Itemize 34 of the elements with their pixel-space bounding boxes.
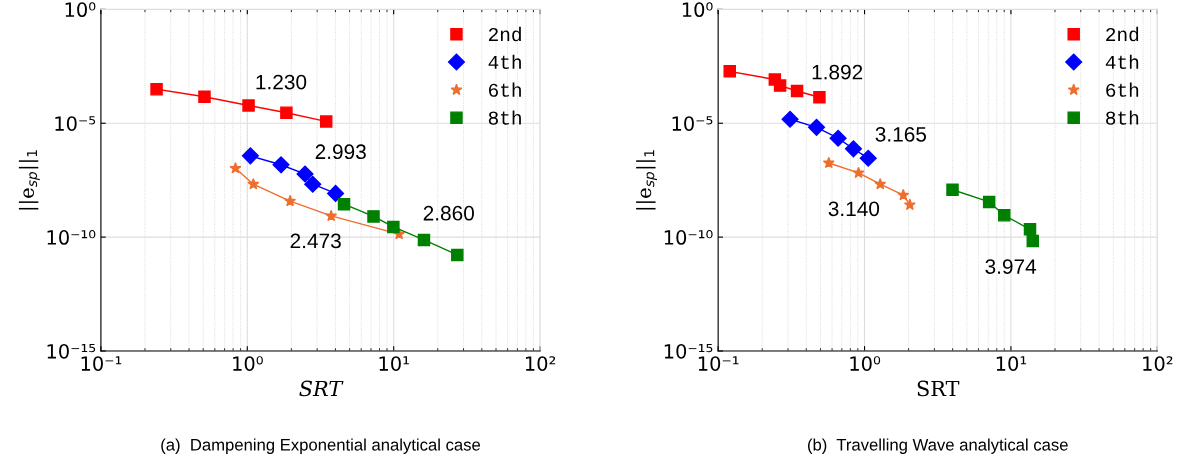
x-tick-label: 10² [525,356,556,371]
annotation: 2.860 [423,205,474,221]
y-tick-label: 10⁻⁵ [55,116,96,131]
annotation: 2.993 [315,144,366,160]
annotation: 2.473 [290,233,341,249]
text: (b) Travelling Wave analytical case [808,438,1068,454]
legend-label: 6th [1106,82,1139,97]
x-tick-label: 10¹ [996,356,1027,371]
y-axis-title: ||e$_{sp}$||$_{1}$ [18,150,40,210]
annotation: 1.892 [812,64,863,80]
legend-label: 8th [1106,110,1139,125]
x-tick-label: 10⁰ [233,356,263,371]
x-axis-title: SRT [917,380,960,397]
text: (a) Dampening Exponential analytical case [161,438,481,454]
annotation: 1.230 [256,74,307,90]
y-tick-label: 10⁰ [682,2,713,18]
y-axis-title: ||e$_{sp}$||$_{1}$ [636,150,657,210]
x-tick-label: 10¹ [379,356,409,371]
legend-label: 2nd [488,26,521,42]
y-tick-label: 10⁻¹⁰ [664,230,713,245]
annotation: 3.974 [985,259,1037,274]
legend-label: 4th [1105,54,1139,69]
legend-label: 4th [488,54,521,69]
legend-label: 6th [489,82,521,97]
legend-label: 8th [488,110,521,125]
y-tick-label: 10⁻⁵ [672,116,713,131]
annotation: 3.140 [828,201,880,217]
legend-label: 2nd [1106,26,1139,42]
y-tick-label: 10⁰ [65,2,96,18]
annotation: 3.165 [875,126,927,142]
x-axis-title: SRT [299,380,344,397]
x-tick-label: 10⁰ [850,356,881,371]
y-tick-label: 10⁻¹⁰ [47,230,96,245]
x-tick-label: 10² [1143,356,1173,371]
